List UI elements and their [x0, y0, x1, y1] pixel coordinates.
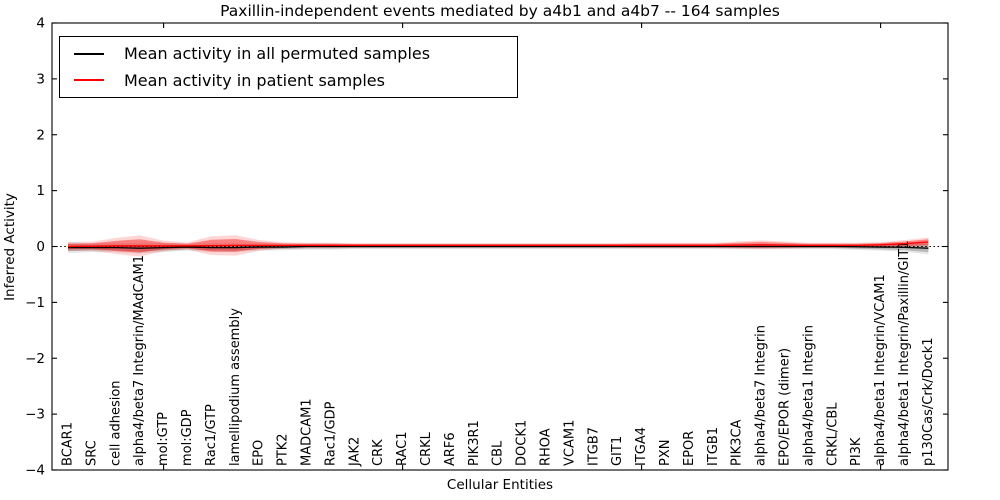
x-tick-label: SRC: [84, 440, 99, 466]
x-tick-label: RHOA: [539, 428, 554, 466]
x-tick-label: Rac1/GTP: [204, 404, 219, 466]
x-tick-label: mol:GTP: [156, 412, 171, 466]
permuted-mean-line: [68, 245, 929, 249]
x-tick-label: ITGB7: [586, 427, 601, 466]
x-tick-label: PTK2: [276, 433, 291, 466]
patient-mean-line: [67, 241, 929, 248]
legend-label-permuted: Mean activity in all permuted samples: [124, 44, 431, 64]
x-tick-label: PIK3R1: [467, 420, 482, 466]
chart-title: Paxillin-independent events mediated by …: [220, 2, 780, 20]
legend: Mean activity in all permuted samples Me…: [59, 36, 518, 98]
x-tick-label: CRKL: [419, 431, 434, 466]
x-tick-label: CRK: [371, 439, 386, 466]
x-tick-label: alpha4/beta1 Integrin/VCAM1: [873, 274, 888, 466]
x-tick-label: MADCAM1: [300, 398, 315, 466]
x-tick-label: ITGB1: [706, 427, 721, 466]
y-tick-label: −2: [25, 351, 45, 367]
x-tick-label: lamellipodium assembly: [228, 308, 243, 466]
x-tick-label: RAC1: [395, 431, 410, 466]
x-tick-label: alpha4/beta1 Integrin: [801, 325, 816, 466]
y-tick-label: 1: [36, 183, 45, 199]
y-tick-label: −4: [25, 463, 45, 479]
x-tick-label: PXN: [658, 440, 673, 466]
legend-item-permuted: Mean activity in all permuted samples: [74, 44, 517, 63]
x-tick-label: JAK2: [347, 437, 362, 467]
x-tick-label: alpha4/beta7 Integrin/MAdCAM1: [132, 255, 147, 466]
x-tick-label: mol:GDP: [180, 409, 195, 466]
x-tick-label: p130Cas/Crk/Dock1: [921, 337, 936, 466]
x-tick-label: GIT1: [610, 436, 625, 466]
x-tick-label: ITGA4: [634, 427, 649, 466]
legend-label-patient: Mean activity in patient samples: [124, 70, 385, 90]
x-tick-label: CBL: [491, 440, 506, 466]
x-tick-label: BCAR1: [61, 422, 76, 466]
x-tick-label: VCAM1: [562, 420, 577, 466]
y-tick-label: 4: [36, 16, 45, 32]
x-tick-label: alpha4/beta1 Integrin/Paxillin/GIT1: [897, 240, 912, 466]
y-tick-label: 3: [36, 71, 45, 87]
x-tick-label: cell adhesion: [108, 380, 123, 466]
legend-item-patient: Mean activity in patient samples: [74, 71, 517, 90]
y-tick-label: −1: [25, 295, 45, 311]
x-tick-label: Rac1/GDP: [323, 401, 338, 466]
x-axis-title: Cellular Entities: [446, 477, 554, 493]
x-tick-label: CRKL/CBL: [825, 402, 840, 466]
x-tick-label: PIK3CA: [730, 419, 745, 466]
x-tick-label: DOCK1: [515, 420, 530, 466]
x-tick-label: alpha4/beta7 Integrin: [754, 325, 769, 466]
x-tick-label: PI3K: [849, 437, 864, 466]
y-tick-label: −3: [25, 407, 45, 423]
permuted-line-sample-icon: [74, 52, 104, 55]
patient-line-sample-icon: [74, 79, 104, 82]
x-tick-label: EPO: [252, 440, 267, 466]
y-axis-title: Inferred Activity: [2, 193, 18, 301]
y-tick-label: 0: [36, 239, 45, 255]
x-tick-label: ARF6: [443, 432, 458, 466]
x-tick-label: EPOR: [682, 431, 697, 466]
x-tick-label: EPO/EPOR (dimer): [778, 348, 793, 466]
y-tick-label: 2: [36, 127, 45, 143]
